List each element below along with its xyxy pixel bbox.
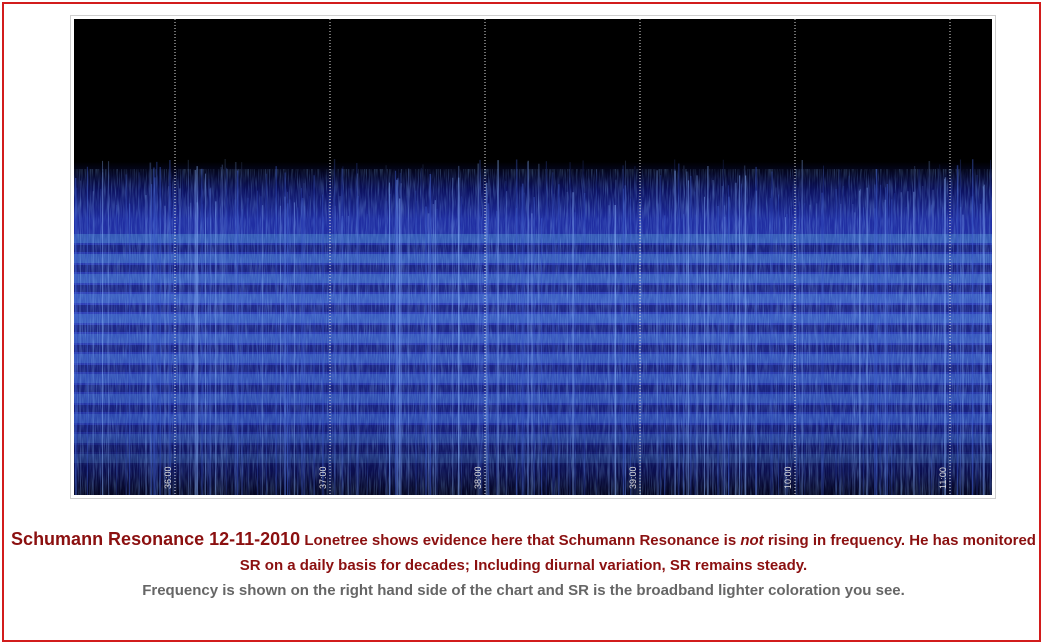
caption-note: Frequency is shown on the right hand sid…: [142, 582, 905, 599]
noise: [74, 169, 992, 495]
caption: Schumann Resonance 12-11-2010 Lonetree s…: [0, 527, 1047, 603]
time-label: 11:00: [938, 467, 948, 489]
caption-title: Schumann Resonance 12-11-2010: [11, 529, 301, 549]
time-label: 36:00: [163, 466, 173, 489]
time-label: 38:00: [473, 466, 483, 489]
caption-line: Schumann Resonance 12-11-2010 Lonetree s…: [0, 527, 1047, 578]
time-label: 39:00: [628, 466, 638, 489]
caption-text: Lonetree shows evidence here that Schuma…: [304, 532, 737, 549]
image-frame: 36:00 37:00 38:00 39:00 10:00 11:00: [70, 15, 996, 499]
caption-text: rising in frequency. He has monitored SR…: [239, 532, 1036, 574]
time-label: 10:00: [783, 466, 793, 489]
spectrogram: 36:00 37:00 38:00 39:00 10:00 11:00: [74, 19, 992, 495]
time-label: 37:00: [318, 466, 328, 489]
caption-emphasis: not: [740, 532, 764, 549]
